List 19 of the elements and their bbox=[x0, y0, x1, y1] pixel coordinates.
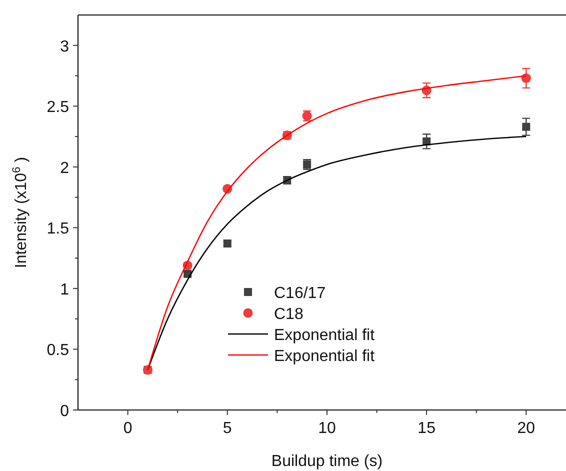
legend-label: Exponential fit bbox=[274, 327, 376, 344]
legend-label: C18 bbox=[274, 306, 304, 323]
legend-label: C16/17 bbox=[274, 285, 326, 302]
x-tick-label: 10 bbox=[318, 420, 336, 437]
y-tick-label: 0.5 bbox=[46, 342, 70, 360]
x-tick-label: 5 bbox=[222, 420, 232, 437]
y-tick-label: 1 bbox=[60, 281, 70, 298]
y-tick-label: 1.5 bbox=[46, 220, 70, 238]
point bbox=[522, 122, 530, 131]
x-axis-title: Buildup time (s) bbox=[271, 453, 383, 470]
y-tick-label: 2.5 bbox=[46, 99, 70, 116]
legend-label: Exponential fit bbox=[274, 348, 376, 365]
point bbox=[521, 73, 531, 83]
x-tick-label: 15 bbox=[418, 420, 436, 437]
y-tick-label: 3 bbox=[60, 38, 70, 56]
x-tick-label: 20 bbox=[517, 420, 536, 437]
y-tick-label: 2 bbox=[60, 160, 70, 177]
y-tick-label: 0 bbox=[60, 403, 70, 420]
x-tick-label: 0 bbox=[123, 420, 132, 437]
